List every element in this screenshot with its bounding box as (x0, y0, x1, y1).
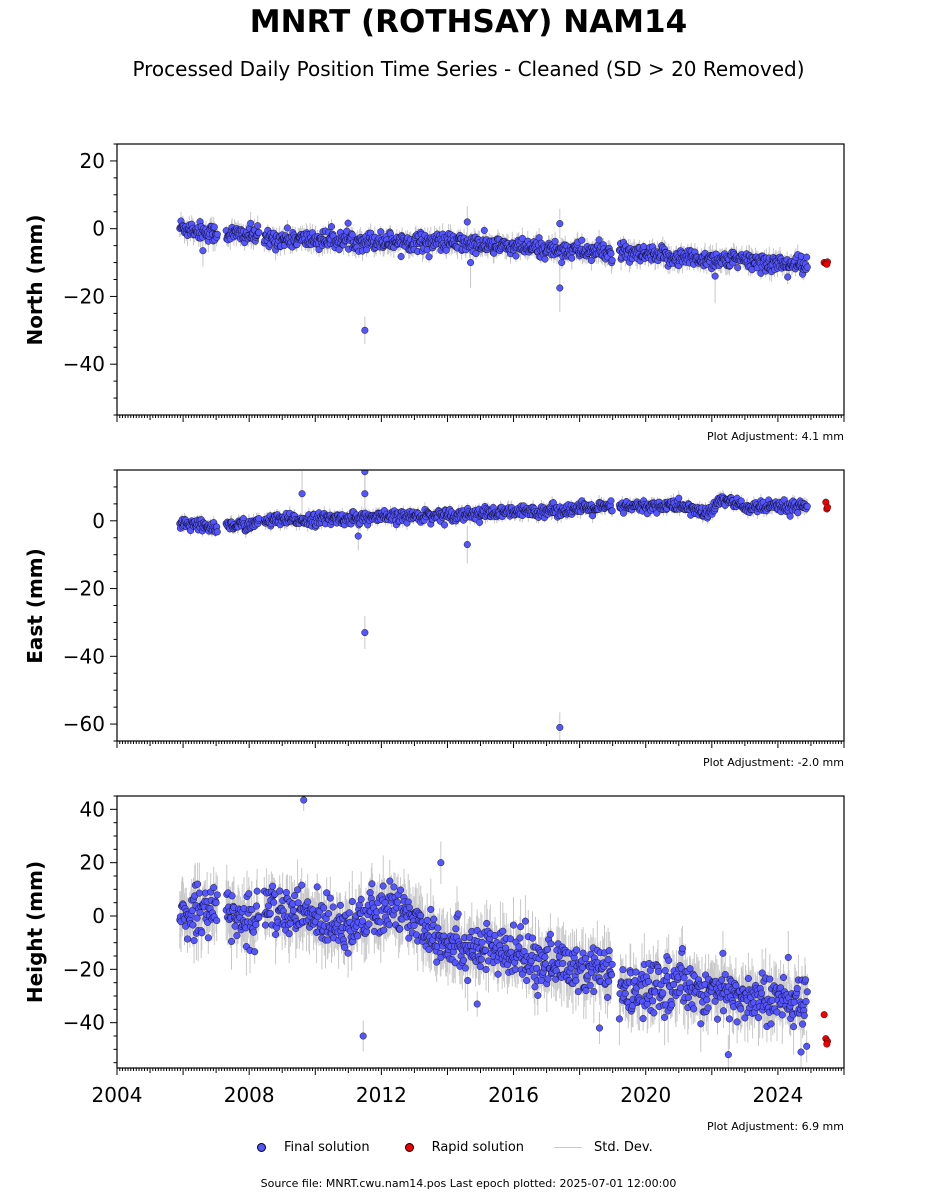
final-solution-outlier-point (463, 541, 471, 549)
plot-adjustment-note: Plot Adjustment: 4.1 mm (707, 430, 844, 443)
y-tick-label: 20 (80, 149, 105, 173)
final-solution-point (442, 246, 450, 254)
final-solution-point (607, 497, 615, 505)
final-solution-point (607, 250, 615, 258)
final-solution-point (551, 237, 559, 245)
y-tick-label: −20 (63, 284, 105, 308)
y-tick-label: 0 (92, 509, 105, 533)
final-solution-point (254, 222, 262, 230)
final-solution-outlier-point (354, 532, 362, 540)
final-solution-point (476, 518, 484, 526)
panel-2: 0 −20 −40 −60 East (mm) Plot Adjustment: -2.0… (23, 469, 845, 769)
final-solution-point (595, 236, 603, 244)
final-solution-point (377, 228, 385, 236)
y-axis-label: North (mm) (23, 214, 47, 345)
panel-1: 20 0 −20 −40 North (mm) Plot Adjustment: 4.1 … (23, 143, 845, 443)
final-solution-outlier-point (298, 490, 306, 498)
rapid-solution-points (820, 258, 831, 268)
final-solution-outlier-point (361, 629, 369, 637)
final-solution-point (803, 253, 811, 261)
plot-frame (116, 143, 845, 416)
final-solution-outlier-point (556, 723, 564, 731)
final-solution-point (568, 254, 576, 262)
final-solution-point (425, 253, 433, 261)
plot-area (176, 206, 831, 345)
y-tick-label: −60 (63, 712, 105, 736)
final-solution-point (578, 236, 586, 244)
final-solution-point (587, 257, 595, 265)
rapid-solution-point (823, 260, 831, 268)
y-axis-label: East (mm) (23, 548, 47, 664)
final-solution-outlier-point (361, 470, 369, 476)
final-solution-outlier-point (467, 259, 475, 267)
final-solution-point (518, 234, 526, 242)
y-tick-label: 0 (92, 217, 105, 241)
rapid-solution-points (822, 498, 831, 513)
plot-area (176, 470, 831, 741)
final-solution-point (344, 219, 352, 227)
final-solution-outlier-point (711, 272, 719, 280)
final-solution-point (608, 256, 616, 264)
std-dev-bars (179, 470, 808, 741)
final-solution-point (541, 255, 549, 263)
final-solution-point (803, 263, 811, 271)
final-solution-outlier-point (199, 247, 207, 255)
page-title: MNRT (ROTHSAY) NAM14 (249, 4, 688, 40)
final-solution-point (786, 512, 794, 520)
final-solution-points (176, 217, 811, 334)
final-solution-outlier-point (463, 218, 471, 226)
final-solution-point (472, 250, 480, 258)
y-tick-label: −40 (63, 644, 105, 668)
final-solution-point (675, 494, 683, 502)
final-solution-point (480, 226, 488, 234)
final-solution-point (397, 252, 405, 260)
final-solution-point (348, 231, 356, 239)
final-solution-outlier-point (556, 284, 564, 292)
final-solution-outlier-point (361, 326, 369, 334)
y-tick-label: −20 (63, 577, 105, 601)
final-solution-point (210, 223, 218, 231)
final-solution-point (784, 273, 792, 281)
final-solution-point (213, 230, 221, 238)
rapid-solution-point (823, 503, 831, 511)
final-solution-points (176, 470, 811, 731)
final-solution-point (247, 219, 255, 227)
plot-adjustment-note: Plot Adjustment: -2.0 mm (703, 756, 844, 769)
final-solution-point (283, 224, 291, 232)
final-solution-point (803, 502, 811, 510)
final-solution-point (608, 507, 616, 515)
final-solution-outlier-point (556, 220, 564, 228)
final-solution-point (328, 223, 336, 231)
final-solution-point (363, 246, 371, 254)
final-solution-point (794, 509, 802, 517)
final-solution-outlier-point (361, 490, 369, 498)
final-solution-point (640, 243, 648, 251)
final-solution-point (558, 259, 566, 267)
page-subtitle: Processed Daily Position Time Series - C… (132, 57, 805, 81)
plot-area (176, 796, 831, 1068)
final-solution-point (512, 252, 520, 260)
y-tick-label: −40 (63, 352, 105, 376)
final-solution-point (255, 228, 263, 236)
final-solution-point (213, 528, 221, 536)
final-solution-point (441, 521, 449, 529)
final-solution-point (734, 264, 742, 272)
final-solution-point (335, 246, 343, 254)
